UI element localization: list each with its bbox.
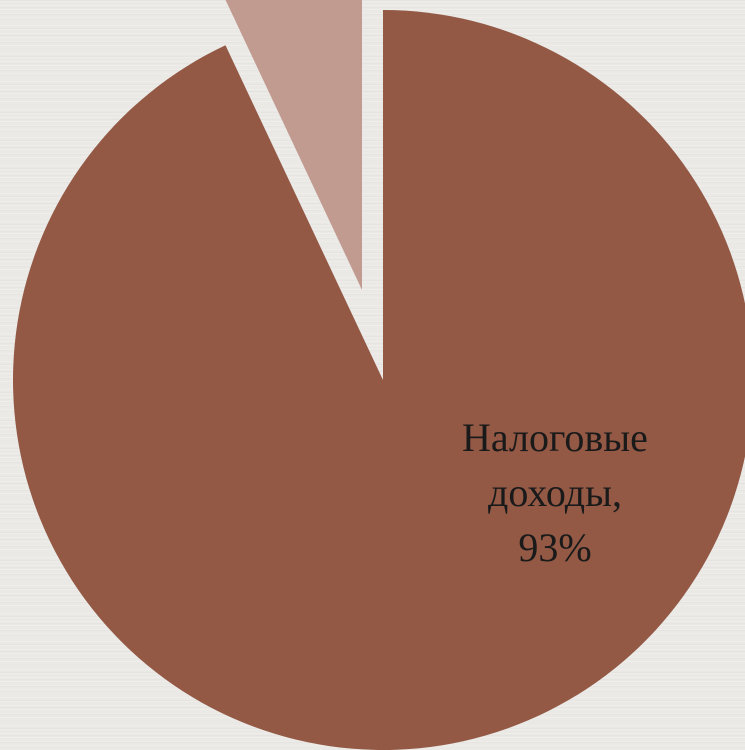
slice-label-line-3: 93% [518,525,592,570]
pie-slice-tax-revenue [13,10,745,750]
slice-label-line-1: Налоговые [462,415,648,460]
pie-slice-other [225,0,362,290]
slice-label-line-2: доходы, [488,470,622,515]
slice-label-tax-revenue: Налоговые доходы, 93% [430,410,680,575]
